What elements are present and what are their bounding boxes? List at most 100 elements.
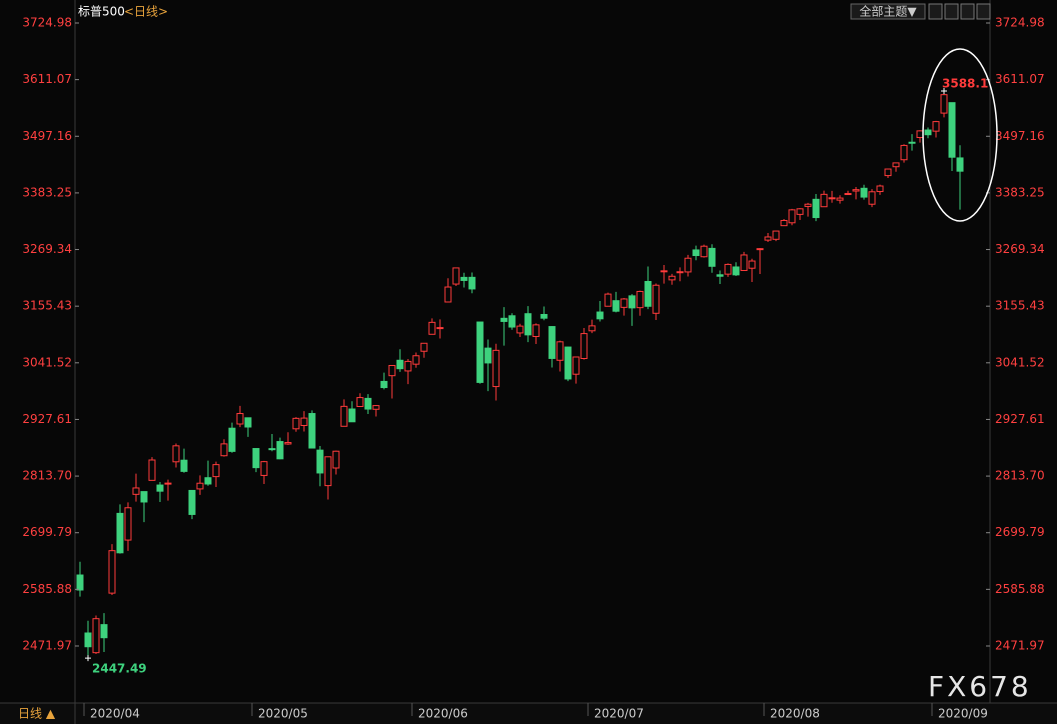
candle-body xyxy=(84,632,92,648)
candle-body xyxy=(604,293,612,307)
candle-body xyxy=(828,197,836,200)
x-tick-label: 2020/07 xyxy=(594,707,644,721)
candle-body xyxy=(740,254,748,271)
candle-body xyxy=(676,271,684,274)
candle-body xyxy=(636,290,644,309)
y-tick-label: 2699.79 xyxy=(22,525,72,539)
candle-body xyxy=(764,236,772,241)
y-tick-label: 2585.88 xyxy=(22,582,72,596)
candle-body xyxy=(804,203,812,207)
candle-body xyxy=(892,162,900,168)
right-axis-panel xyxy=(990,0,1057,703)
y-tick-label-right: 3269.34 xyxy=(995,242,1045,256)
x-tick-label: 2020/08 xyxy=(770,707,820,721)
candle-body xyxy=(132,487,140,495)
y-tick-label: 3155.43 xyxy=(22,299,72,313)
candle-body xyxy=(148,459,156,481)
tool-icon[interactable] xyxy=(944,3,959,20)
candle-body xyxy=(516,325,524,334)
candle-body xyxy=(644,280,652,307)
tool-icon[interactable] xyxy=(976,3,991,20)
candle-body xyxy=(924,129,932,136)
candle-body xyxy=(244,417,252,428)
candle-body xyxy=(508,315,516,328)
candle-body xyxy=(388,364,396,377)
candle-body xyxy=(852,189,860,192)
candle-body xyxy=(652,284,660,314)
candle-body xyxy=(356,397,364,408)
y-tick-label-right: 3155.43 xyxy=(995,299,1045,313)
y-tick-label: 2813.70 xyxy=(22,469,72,483)
candle-body xyxy=(588,325,596,332)
candle-body xyxy=(948,102,956,158)
candle-body xyxy=(124,507,132,541)
candle-body xyxy=(844,193,852,196)
x-tick-label: 2020/04 xyxy=(90,707,140,721)
candle-body xyxy=(724,263,732,275)
candle-body xyxy=(596,311,604,320)
candle-body xyxy=(556,341,564,361)
candle-body xyxy=(956,157,964,172)
period-button[interactable]: 日线 ▲ xyxy=(18,707,56,721)
candle-body xyxy=(172,445,180,463)
candle-body xyxy=(380,380,388,389)
candle-body xyxy=(436,327,444,330)
x-tick-label: 2020/09 xyxy=(938,707,988,721)
candle-body xyxy=(364,397,372,410)
candle-body xyxy=(340,405,348,427)
y-tick-label-right: 2699.79 xyxy=(995,525,1045,539)
candle-body xyxy=(564,346,572,380)
plot-area: 3588.11 2447.49 xyxy=(76,77,997,676)
y-tick-label-right: 2813.70 xyxy=(995,469,1045,483)
watermark: FX678 xyxy=(928,670,1032,703)
candle-body xyxy=(756,248,764,251)
candle-body xyxy=(820,193,828,208)
theme-button-label: 全部主题▼ xyxy=(859,4,917,19)
candle-body xyxy=(92,618,100,654)
candle-body xyxy=(164,482,172,485)
candle-body xyxy=(236,413,244,425)
theme-button[interactable] xyxy=(850,3,926,20)
candle-body xyxy=(276,441,284,460)
candle-body xyxy=(908,141,916,144)
candle-body xyxy=(452,267,460,285)
min-label: 2447.49 xyxy=(92,662,147,676)
tool-icon[interactable] xyxy=(928,3,943,20)
candle-body xyxy=(500,317,508,322)
candle-body xyxy=(468,276,476,290)
candle-body xyxy=(860,187,868,198)
tool-icon[interactable] xyxy=(960,3,975,20)
candle-body xyxy=(204,477,212,485)
candle-body xyxy=(156,484,164,492)
y-tick-label: 3497.16 xyxy=(22,129,72,143)
candle-body xyxy=(884,168,892,177)
candle-body xyxy=(916,130,924,138)
candle-body xyxy=(940,94,948,114)
y-tick-label: 2471.97 xyxy=(22,638,72,652)
candle-body xyxy=(524,313,532,336)
candle-body xyxy=(284,442,292,445)
candle-body xyxy=(836,197,844,201)
y-tick-label-right: 2471.97 xyxy=(995,638,1045,652)
candle-body xyxy=(476,321,484,383)
candle-body xyxy=(708,247,716,267)
candle-body xyxy=(140,491,148,503)
candle-body xyxy=(300,417,308,426)
chart-title: 标普500 xyxy=(78,5,125,19)
candle-body xyxy=(492,349,500,388)
candle-body xyxy=(428,321,436,335)
candle-body xyxy=(620,298,628,308)
y-tick-label-right: 3041.52 xyxy=(995,355,1045,369)
candle-body xyxy=(692,249,700,257)
highlight-ellipse xyxy=(922,48,998,222)
candle-body xyxy=(732,266,740,276)
candle-body xyxy=(788,209,796,224)
candle-body xyxy=(932,121,940,132)
y-tick-label-right: 3383.25 xyxy=(995,185,1045,199)
candle-body xyxy=(612,300,620,312)
candle-body xyxy=(412,355,420,365)
candle-body xyxy=(252,448,260,469)
y-tick-label: 2927.61 xyxy=(22,412,72,426)
max-marker xyxy=(941,88,947,95)
